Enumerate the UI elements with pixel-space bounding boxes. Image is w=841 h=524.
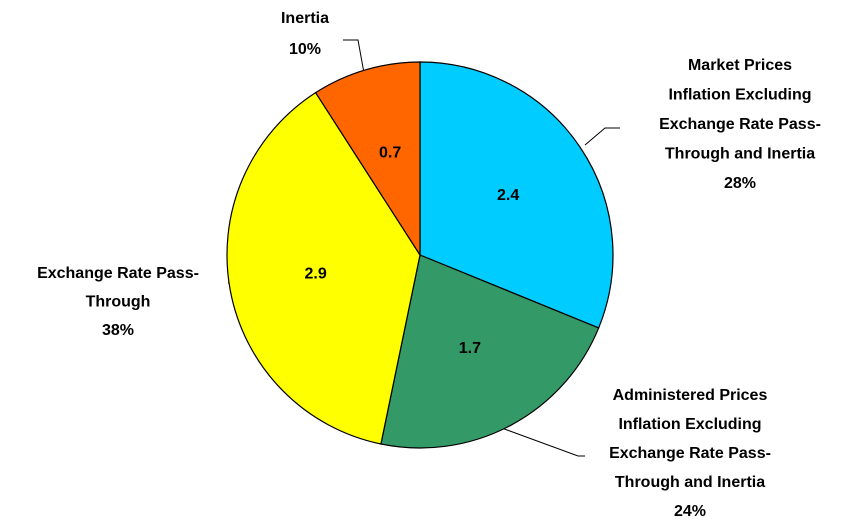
leader-line (487, 422, 585, 457)
data-label: 0.7 (379, 144, 401, 161)
category-label: Exchange Rate Pass- (37, 265, 199, 282)
data-label: 2.4 (497, 187, 519, 204)
category-label: Inflation Excluding (618, 416, 761, 433)
percent-label: 38% (102, 322, 134, 339)
percent-label: 24% (674, 503, 706, 519)
data-label: 2.9 (305, 266, 327, 283)
percent-label: 10% (289, 41, 321, 58)
category-label: Administered Prices (613, 387, 768, 404)
category-label: Through and Inertia (665, 146, 815, 163)
data-label: 1.7 (459, 340, 481, 357)
category-label: Inertia (281, 10, 329, 27)
category-label: Exchange Rate Pass- (609, 445, 771, 462)
category-label: Market Prices (688, 57, 792, 74)
category-label: Through (86, 294, 151, 311)
category-label: Inflation Excluding (668, 87, 811, 104)
category-label: Exchange Rate Pass- (659, 116, 821, 133)
percent-label: 28% (724, 175, 756, 192)
category-label: Through and Inertia (615, 474, 765, 491)
pie-slice (380, 254, 600, 449)
leader-line (343, 39, 365, 74)
pie-slice (314, 61, 421, 258)
pie-slice (419, 61, 614, 329)
leader-line (584, 127, 620, 146)
